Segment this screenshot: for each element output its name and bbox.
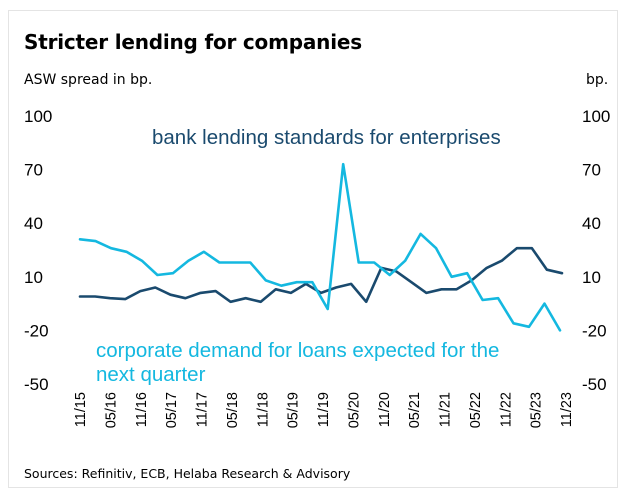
chart-frame xyxy=(8,10,618,488)
x-tick-label: 11/18 xyxy=(255,392,271,427)
demand-series-annotation-line2: next quarter xyxy=(96,363,206,386)
x-tick-label: 11/19 xyxy=(316,392,332,427)
x-tick-label: 11/20 xyxy=(377,392,393,427)
y-tick-label-left: 70 xyxy=(24,161,43,180)
source-note: Sources: Refinitiv, ECB, Helaba Research… xyxy=(24,466,351,481)
right-axis-unit: bp. xyxy=(586,72,609,88)
y-tick-label-right: 70 xyxy=(582,161,601,180)
x-tick-label: 05/17 xyxy=(164,392,180,428)
y-tick-label-right: 10 xyxy=(582,268,601,287)
chart-title: Stricter lending for companies xyxy=(24,30,362,54)
y-tick-label-right: 100 xyxy=(582,107,610,126)
x-tick-label: 05/22 xyxy=(468,392,484,428)
demand-series-annotation-line1: corporate demand for loans expected for … xyxy=(96,339,499,362)
y-tick-label-left: 10 xyxy=(24,268,43,287)
x-tick-label: 11/23 xyxy=(559,392,575,427)
bank-series-annotation: bank lending standards for enterprises xyxy=(152,126,501,149)
y-tick-label-right: 40 xyxy=(582,214,601,233)
x-tick-label: 05/23 xyxy=(529,392,545,428)
x-tick-label: 11/21 xyxy=(438,392,454,427)
y-tick-label-right: -20 xyxy=(582,321,607,340)
x-tick-label: 05/20 xyxy=(346,392,362,428)
y-tick-label-left: -50 xyxy=(24,375,49,394)
x-tick-label: 11/22 xyxy=(498,392,514,427)
x-tick-label: 05/19 xyxy=(286,392,302,428)
y-tick-label-left: 100 xyxy=(24,107,52,126)
series-line-bank xyxy=(78,246,564,304)
x-tick-label: 05/21 xyxy=(407,392,423,428)
x-tick-label: 05/16 xyxy=(103,392,119,428)
series-line-demand xyxy=(78,162,562,332)
x-tick-label: 11/16 xyxy=(134,392,150,427)
left-axis-unit: ASW spread in bp. xyxy=(24,72,153,88)
x-tick-label: 11/15 xyxy=(73,392,89,427)
y-tick-label-left: 40 xyxy=(24,214,43,233)
y-tick-label-left: -20 xyxy=(24,321,49,340)
x-tick-label: 05/18 xyxy=(225,392,241,428)
y-tick-label-right: -50 xyxy=(582,375,607,394)
x-tick-label: 11/17 xyxy=(195,392,211,427)
